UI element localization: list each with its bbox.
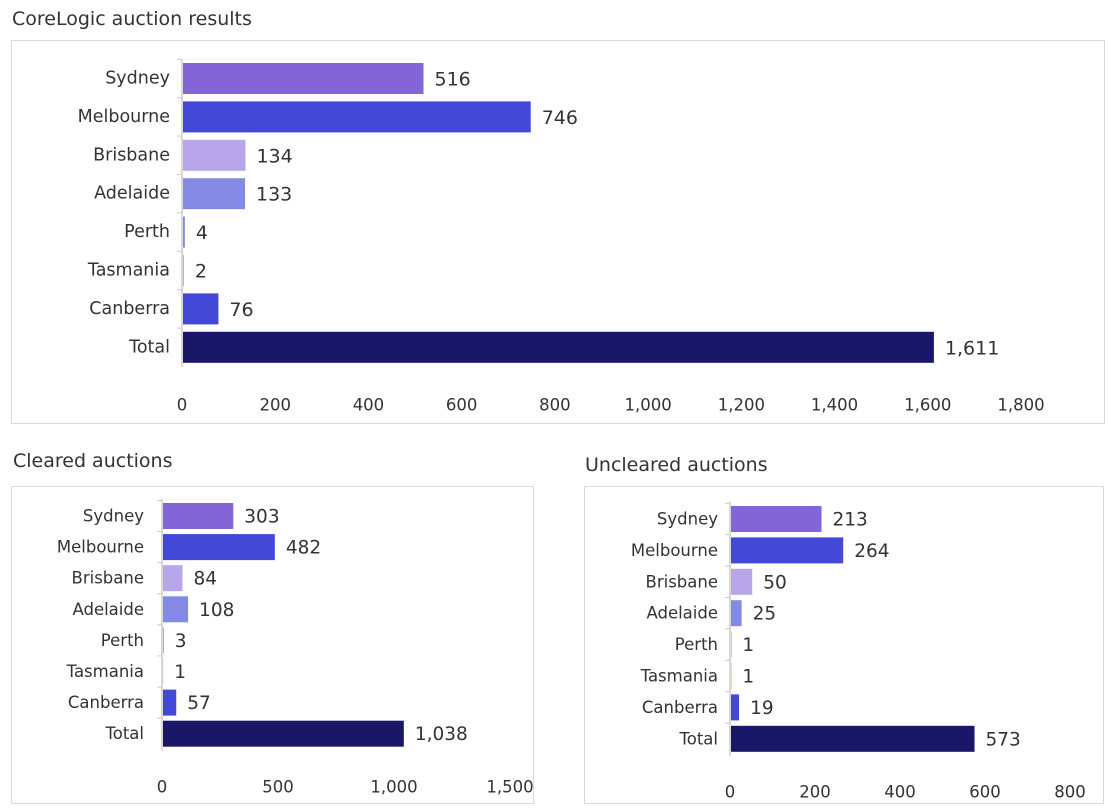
value-label-perth: 1 xyxy=(742,635,754,656)
category-label-tasmania: Tasmania xyxy=(87,261,170,281)
value-label-total: 573 xyxy=(986,729,1021,750)
bar-chart-auction-results: Sydney 516 Melbourne 746 Brisbane 134 Adelaide… xyxy=(78,58,1045,415)
category-label-tasmania: Tasmania xyxy=(640,667,718,686)
category-label-melbourne: Melbourne xyxy=(78,107,170,127)
bar-perth xyxy=(183,216,185,248)
value-label-total: 1,038 xyxy=(415,724,468,745)
value-label-brisbane: 84 xyxy=(193,569,217,590)
category-label-perth: Perth xyxy=(124,222,170,242)
category-label-adelaide: Adelaide xyxy=(646,604,718,623)
category-label-total: Total xyxy=(104,724,144,743)
x-tick-label: 1,800 xyxy=(997,396,1044,415)
chart-title-uncleared-auctions: Uncleared auctions xyxy=(585,454,768,476)
category-label-sydney: Sydney xyxy=(105,69,170,89)
value-label-brisbane: 50 xyxy=(763,572,787,593)
category-label-brisbane: Brisbane xyxy=(72,569,144,588)
chart-panel-cleared-auctions: Sydney 303 Melbourne 482 Brisbane 84 Adelaide 1… xyxy=(11,486,534,804)
value-label-sydney: 213 xyxy=(833,510,868,531)
value-label-perth: 4 xyxy=(196,222,208,244)
x-tick-label: 1,000 xyxy=(624,396,671,415)
category-label-tasmania: Tasmania xyxy=(66,662,144,681)
value-label-tasmania: 2 xyxy=(195,261,207,283)
x-tick-label: 1,000 xyxy=(370,778,417,797)
category-label-brisbane: Brisbane xyxy=(646,572,718,591)
bar-perth xyxy=(163,627,164,654)
bar-melbourne xyxy=(731,537,844,564)
category-label-total: Total xyxy=(128,337,170,357)
category-label-adelaide: Adelaide xyxy=(94,184,170,204)
value-label-adelaide: 108 xyxy=(199,600,234,621)
category-label-melbourne: Melbourne xyxy=(631,541,718,560)
value-label-tasmania: 1 xyxy=(742,667,754,688)
value-label-sydney: 516 xyxy=(435,69,471,91)
x-tick-label: 1,200 xyxy=(718,396,765,415)
x-tick-label: 600 xyxy=(969,783,1001,802)
category-label-melbourne: Melbourne xyxy=(57,538,144,557)
category-label-perth: Perth xyxy=(101,631,144,650)
x-tick-label: 0 xyxy=(725,783,736,802)
x-tick-label: 200 xyxy=(799,783,831,802)
bar-brisbane xyxy=(163,565,183,592)
bar-chart-uncleared-auctions: Sydney 213 Melbourne 264 Brisbane 50 Adelaide 2… xyxy=(631,502,1086,802)
value-label-canberra: 57 xyxy=(187,693,211,714)
category-label-sydney: Sydney xyxy=(83,507,144,526)
chart-title-cleared-auctions: Cleared auctions xyxy=(13,450,173,472)
category-label-perth: Perth xyxy=(675,635,718,654)
x-tick-label: 800 xyxy=(1054,783,1086,802)
x-tick-label: 0 xyxy=(177,396,188,415)
x-tick-label: 800 xyxy=(539,396,571,415)
category-label-total: Total xyxy=(678,729,718,748)
x-tick-label: 0 xyxy=(157,778,168,797)
bar-total xyxy=(731,725,975,752)
bar-total xyxy=(163,720,404,747)
chart-panel-auction-results: Sydney 516 Melbourne 746 Brisbane 134 Adelaide… xyxy=(11,40,1105,424)
bar-tasmania xyxy=(183,255,184,286)
x-tick-label: 500 xyxy=(262,778,294,797)
value-label-adelaide: 133 xyxy=(256,184,292,206)
value-label-adelaide: 25 xyxy=(753,604,777,625)
value-label-brisbane: 134 xyxy=(256,145,292,167)
category-label-sydney: Sydney xyxy=(657,510,718,529)
bar-melbourne xyxy=(183,101,531,133)
value-label-melbourne: 482 xyxy=(286,538,321,559)
value-label-perth: 3 xyxy=(175,631,187,652)
value-label-total: 1,611 xyxy=(945,337,999,359)
x-tick-label: 1,500 xyxy=(486,778,533,797)
value-label-melbourne: 264 xyxy=(854,541,889,562)
bar-adelaide xyxy=(731,600,742,627)
chart-title-auction-results: CoreLogic auction results xyxy=(12,8,252,30)
x-tick-label: 200 xyxy=(259,396,291,415)
value-label-canberra: 19 xyxy=(750,698,774,719)
category-label-brisbane: Brisbane xyxy=(93,145,170,165)
x-tick-label: 1,600 xyxy=(904,396,951,415)
x-tick-label: 400 xyxy=(353,396,385,415)
x-tick-label: 1,400 xyxy=(811,396,858,415)
bar-chart-cleared-auctions: Sydney 303 Melbourne 482 Brisbane 84 Adelaide 1… xyxy=(57,499,534,797)
x-tick-label: 600 xyxy=(446,396,478,415)
bar-adelaide xyxy=(163,596,189,623)
bar-sydney xyxy=(163,503,234,529)
bar-brisbane xyxy=(183,139,246,171)
chart-panel-uncleared-auctions: Sydney 213 Melbourne 264 Brisbane 50 Adelaide 2… xyxy=(584,486,1104,804)
x-tick-label: 400 xyxy=(884,783,916,802)
bar-brisbane xyxy=(731,568,753,595)
bar-sydney xyxy=(183,63,424,94)
bar-total xyxy=(183,331,934,363)
value-label-canberra: 76 xyxy=(229,299,253,321)
category-label-canberra: Canberra xyxy=(89,299,170,319)
bar-canberra xyxy=(731,694,740,721)
bar-canberra xyxy=(163,689,177,716)
category-label-canberra: Canberra xyxy=(68,693,144,712)
category-label-canberra: Canberra xyxy=(642,698,718,717)
bar-adelaide xyxy=(183,178,245,210)
bar-canberra xyxy=(183,293,219,325)
value-label-melbourne: 746 xyxy=(542,107,578,129)
value-label-tasmania: 1 xyxy=(174,662,186,683)
bar-sydney xyxy=(731,506,822,532)
bar-melbourne xyxy=(163,534,275,561)
value-label-sydney: 303 xyxy=(244,507,279,528)
category-label-adelaide: Adelaide xyxy=(72,600,144,619)
